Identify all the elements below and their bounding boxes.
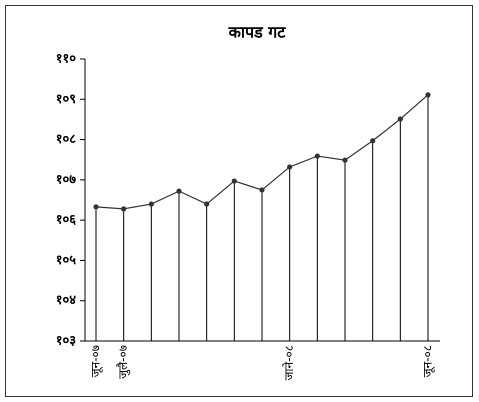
- point: [314, 153, 320, 159]
- x-tick-label: जून-०८: [421, 345, 436, 377]
- point: [397, 116, 403, 122]
- y-tick-label: १०५: [56, 253, 77, 268]
- point: [176, 188, 182, 194]
- y-tick-label: १०३: [56, 334, 77, 349]
- y-tick-label: १०६: [56, 213, 77, 228]
- point: [370, 138, 376, 144]
- point: [287, 164, 293, 170]
- point: [425, 92, 431, 98]
- point: [93, 204, 99, 210]
- y-tick-label: १०४: [56, 293, 77, 308]
- y-tick-label: ११०: [56, 52, 77, 67]
- y-tick-label: १०९: [56, 92, 76, 107]
- y-tick-label: १०७: [56, 172, 77, 187]
- chart-title: कापड गट: [228, 23, 287, 42]
- point: [148, 201, 154, 207]
- x-tick-label: जून-०७: [89, 345, 104, 377]
- point: [204, 201, 210, 207]
- x-tick-label: जुलै-०७: [116, 345, 131, 379]
- y-tick-label: १०८: [56, 132, 77, 147]
- x-tick-label: जाने-०८: [282, 345, 296, 380]
- point: [231, 178, 237, 184]
- frame: [5, 5, 473, 397]
- point: [121, 206, 127, 212]
- point: [342, 157, 348, 163]
- point: [259, 187, 265, 193]
